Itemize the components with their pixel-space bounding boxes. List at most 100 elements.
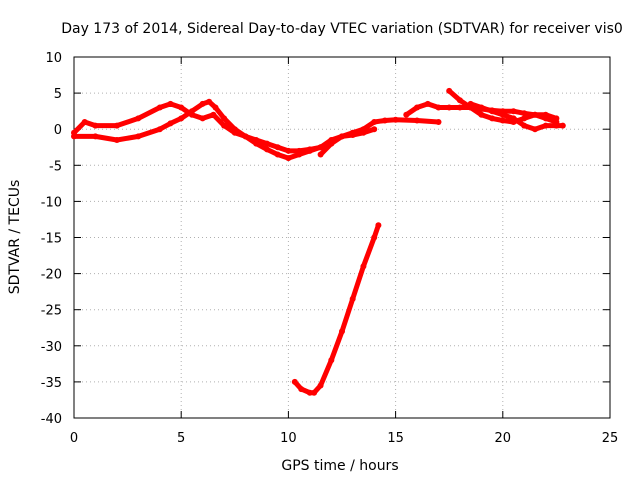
x-tick-label: 0 bbox=[70, 431, 78, 446]
data-point bbox=[317, 382, 324, 389]
y-tick-label: -25 bbox=[41, 304, 62, 319]
data-point bbox=[446, 87, 453, 94]
series-line bbox=[468, 101, 566, 132]
y-tick-label: -10 bbox=[41, 195, 62, 210]
data-point bbox=[478, 111, 485, 118]
data-point bbox=[499, 117, 506, 124]
data-point bbox=[92, 133, 99, 140]
data-point bbox=[489, 115, 496, 122]
data-point bbox=[221, 122, 228, 129]
data-point bbox=[167, 100, 174, 107]
data-point bbox=[212, 104, 219, 111]
data-point bbox=[253, 140, 260, 147]
data-point bbox=[221, 115, 228, 122]
series-line bbox=[292, 222, 381, 396]
data-point bbox=[274, 151, 281, 158]
data-point bbox=[210, 111, 217, 118]
series-track-evening-c bbox=[467, 100, 566, 133]
x-tick-labels: 0 5 10 15 20 25 bbox=[70, 431, 618, 446]
data-point bbox=[559, 122, 566, 129]
y-tick-label: -15 bbox=[41, 232, 62, 247]
data-point bbox=[510, 108, 517, 115]
data-point bbox=[499, 111, 506, 118]
data-point bbox=[510, 115, 517, 122]
data-point bbox=[339, 133, 345, 140]
x-axis-label: GPS time / hours bbox=[281, 458, 398, 474]
data-point bbox=[403, 111, 410, 118]
data-point bbox=[478, 104, 485, 111]
data-point bbox=[339, 328, 345, 335]
data-point bbox=[328, 140, 335, 147]
y-tick-label: -5 bbox=[49, 159, 62, 174]
data-point bbox=[371, 126, 378, 133]
data-point bbox=[188, 108, 195, 115]
data-point bbox=[375, 222, 382, 229]
data-point bbox=[206, 98, 213, 105]
y-tick-label: 5 bbox=[54, 87, 62, 102]
data-point bbox=[328, 357, 335, 364]
data-point bbox=[231, 126, 238, 133]
data-point bbox=[521, 115, 528, 122]
x-tick-label: 10 bbox=[280, 431, 297, 446]
data-point bbox=[81, 119, 88, 125]
data-point bbox=[489, 108, 496, 115]
data-point bbox=[156, 126, 163, 133]
data-point bbox=[291, 378, 298, 385]
data-point bbox=[446, 104, 453, 111]
data-point bbox=[135, 133, 142, 140]
data-point bbox=[156, 104, 163, 111]
data-point bbox=[317, 144, 324, 151]
y-axis-label: SDTVAR / TECUs bbox=[7, 180, 23, 295]
data-point bbox=[178, 104, 185, 111]
data-point bbox=[135, 115, 142, 122]
data-point bbox=[285, 155, 292, 162]
data-point bbox=[456, 104, 463, 111]
data-point bbox=[381, 117, 388, 124]
x-tick-label: 5 bbox=[177, 431, 185, 446]
data-point bbox=[521, 110, 528, 117]
data-point bbox=[92, 122, 99, 129]
data-point bbox=[199, 100, 206, 107]
data-point bbox=[178, 115, 185, 122]
y-tick-label: -30 bbox=[41, 340, 62, 355]
x-tick-label: 25 bbox=[602, 431, 619, 446]
data-point bbox=[264, 146, 270, 153]
y-tick-labels: 10 5 0 -5 -10 -15 -20 -25 -30 -35 -40 bbox=[41, 51, 62, 427]
data-point bbox=[285, 147, 292, 154]
data-point bbox=[317, 151, 324, 158]
data-point bbox=[306, 147, 313, 154]
y-tick-label: -20 bbox=[41, 268, 62, 283]
y-tick-label: 0 bbox=[54, 123, 62, 138]
data-point bbox=[532, 126, 538, 133]
data-point bbox=[371, 234, 378, 241]
data-point bbox=[274, 144, 281, 151]
x-tick-label: 20 bbox=[495, 431, 512, 446]
data-point bbox=[435, 119, 442, 125]
data-point bbox=[521, 122, 528, 129]
data-point bbox=[113, 122, 120, 129]
data-point bbox=[467, 100, 474, 107]
data-point bbox=[167, 120, 174, 127]
data-point bbox=[298, 386, 305, 393]
data-point bbox=[532, 111, 538, 118]
data-point bbox=[349, 295, 356, 302]
y-tick-label: -40 bbox=[41, 412, 62, 427]
series-group bbox=[71, 87, 566, 396]
data-point bbox=[456, 97, 463, 104]
series-track-dip bbox=[291, 222, 382, 396]
data-point bbox=[311, 389, 318, 396]
data-point bbox=[360, 263, 367, 270]
axis-ticks bbox=[73, 56, 611, 419]
data-point bbox=[199, 115, 206, 122]
data-point bbox=[306, 389, 313, 396]
data-point bbox=[414, 104, 420, 111]
data-point bbox=[360, 129, 367, 136]
x-tick-label: 15 bbox=[387, 431, 404, 446]
series-track-short bbox=[317, 126, 378, 158]
data-point bbox=[264, 140, 270, 147]
data-point bbox=[242, 133, 249, 140]
data-point bbox=[349, 132, 356, 138]
data-point bbox=[296, 151, 303, 158]
data-point bbox=[424, 100, 431, 107]
